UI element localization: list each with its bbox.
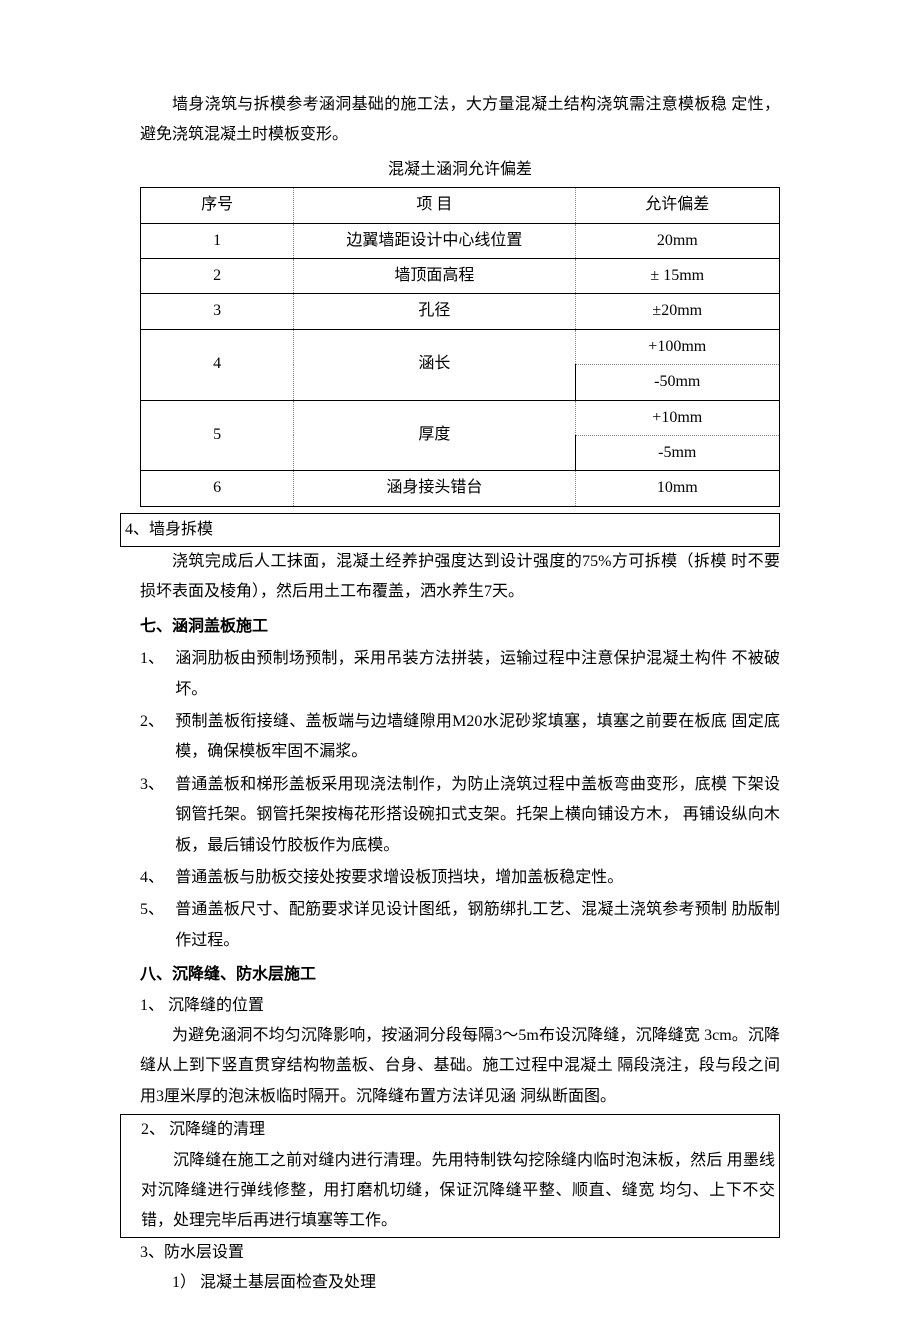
subsection-8-3-sub1: 1） 混凝土基层面检查及处理 — [140, 1268, 780, 1298]
cell-tol: ± 15mm — [575, 258, 779, 293]
section-7-heading: 七、涵洞盖板施工 — [140, 612, 780, 642]
list-num: 3、 — [140, 770, 175, 861]
cell-item: 边翼墙距设计中心线位置 — [294, 223, 575, 258]
th-item: 项 目 — [294, 188, 575, 223]
intro-paragraph: 墙身浇筑与拆模参考涵洞基础的施工法，大方量混凝土结构浇筑需注意模板稳 定性，避免… — [140, 90, 780, 151]
cell-num: 4 — [141, 329, 294, 400]
list-item: 4、 普通盖板与肋板交接处按要求增设板顶挡块，增加盖板稳定性。 — [140, 863, 780, 893]
list-num: 5、 — [140, 895, 175, 956]
cell-item: 涵身接头错台 — [294, 471, 575, 506]
subsection-8-1-body: 为避免涵洞不均匀沉降影响，按涵洞分段每隔3～5m布设沉降缝，沉降缝宽 3cm。沉… — [140, 1021, 780, 1112]
cell-item: 厚度 — [294, 400, 575, 471]
table-row: 1 边翼墙距设计中心线位置 20mm — [141, 223, 780, 258]
cell-item: 涵长 — [294, 329, 575, 400]
subsection-8-3-title: 3、防水层设置 — [120, 1238, 780, 1268]
cell-num: 1 — [141, 223, 294, 258]
table-header-row: 序号 项 目 允许偏差 — [141, 188, 780, 223]
table-row: 2 墙顶面高程 ± 15mm — [141, 258, 780, 293]
th-num: 序号 — [141, 188, 294, 223]
cell-num: 2 — [141, 258, 294, 293]
subsection-4-body: 浇筑完成后人工抹面，混凝土经养护强度达到设计强度的75%方可拆模（拆模 时不要损… — [140, 547, 780, 608]
subsection-8-1-title: 1、 沉降缝的位置 — [140, 991, 780, 1021]
cell-item: 墙顶面高程 — [294, 258, 575, 293]
cell-num: 5 — [141, 400, 294, 471]
cell-tol: 20mm — [575, 223, 779, 258]
th-tol: 允许偏差 — [575, 188, 779, 223]
list-body: 涵洞肋板由预制场预制，采用吊装方法拼装，运输过程中注意保护混凝土构件 不被破坏。 — [175, 644, 780, 705]
table-row: 4 涵长 +100mm — [141, 329, 780, 364]
cell-num: 3 — [141, 294, 294, 329]
table-row: 6 涵身接头错台 10mm — [141, 471, 780, 506]
table-row: 3 孔径 ±20mm — [141, 294, 780, 329]
table-row: 5 厚度 +10mm — [141, 400, 780, 435]
cell-tol-lower: -5mm — [575, 435, 779, 470]
cell-num: 6 — [141, 471, 294, 506]
list-num: 4、 — [140, 863, 175, 893]
subsection-8-2-block: 2、 沉降缝的清理 沉降缝在施工之前对缝内进行清理。先用特制铁勾挖除缝内临时泡沫… — [120, 1114, 780, 1238]
list-item: 5、 普通盖板尺寸、配筋要求详见设计图纸，钢筋绑扎工艺、混凝土浇筑参考预制 肋版… — [140, 895, 780, 956]
list-item: 3、 普通盖板和梯形盖板采用现浇法制作，为防止浇筑过程中盖板弯曲变形，底模 下架… — [140, 770, 780, 861]
list-body: 普通盖板尺寸、配筋要求详见设计图纸，钢筋绑扎工艺、混凝土浇筑参考预制 肋版制作过… — [175, 895, 780, 956]
subsection-8-2-body: 沉降缝在施工之前对缝内进行清理。先用特制铁勾挖除缝内临时泡沫板，然后 用墨线对沉… — [125, 1146, 775, 1237]
list-item: 2、 预制盖板衔接缝、盖板端与边墙缝隙用M20水泥砂浆填塞，填塞之前要在板底 固… — [140, 707, 780, 768]
tolerance-table: 序号 项 目 允许偏差 1 边翼墙距设计中心线位置 20mm 2 墙顶面高程 ±… — [140, 187, 780, 507]
cell-tol: 10mm — [575, 471, 779, 506]
subsection-8-2-title: 2、 沉降缝的清理 — [125, 1115, 775, 1145]
list-body: 普通盖板和梯形盖板采用现浇法制作，为防止浇筑过程中盖板弯曲变形，底模 下架设钢管… — [175, 770, 780, 861]
cell-tol-upper: +100mm — [575, 329, 779, 364]
table-title: 混凝土涵洞允许偏差 — [140, 155, 780, 185]
list-num: 2、 — [140, 707, 175, 768]
list-body: 普通盖板与肋板交接处按要求增设板顶挡块，增加盖板稳定性。 — [175, 863, 780, 893]
list-body: 预制盖板衔接缝、盖板端与边墙缝隙用M20水泥砂浆填塞，填塞之前要在板底 固定底模… — [175, 707, 780, 768]
list-num: 1、 — [140, 644, 175, 705]
cell-tol: ±20mm — [575, 294, 779, 329]
subsection-4-title: 4、墙身拆模 — [120, 513, 780, 547]
cell-tol-upper: +10mm — [575, 400, 779, 435]
cell-item: 孔径 — [294, 294, 575, 329]
list-item: 1、 涵洞肋板由预制场预制，采用吊装方法拼装，运输过程中注意保护混凝土构件 不被… — [140, 644, 780, 705]
cell-tol-lower: -50mm — [575, 365, 779, 400]
section-8-heading: 八、沉降缝、防水层施工 — [140, 960, 780, 990]
